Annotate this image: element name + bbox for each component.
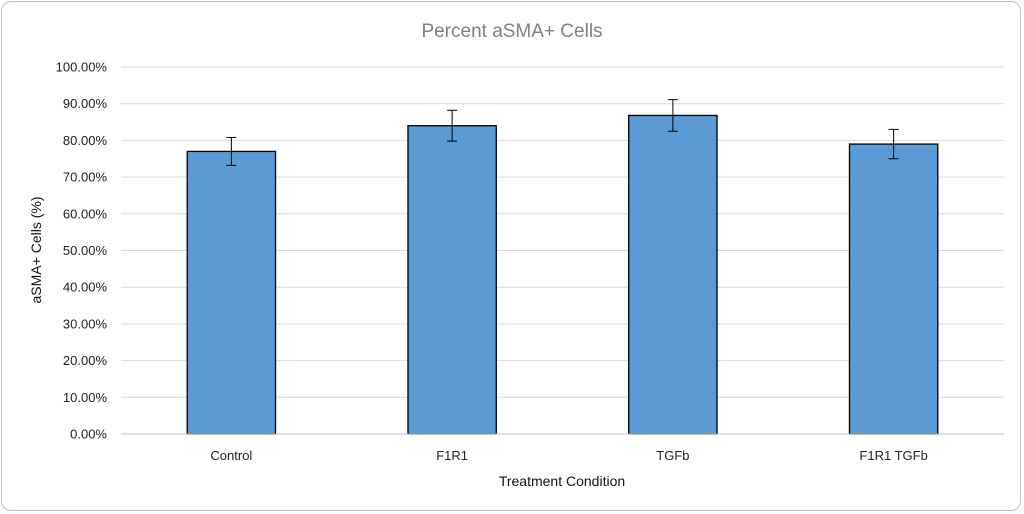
y-tick-label: 20.00% — [63, 353, 108, 368]
x-tick-label: F1R1 — [436, 448, 468, 463]
bar — [848, 143, 939, 435]
y-tick-label: 70.00% — [63, 170, 108, 185]
y-tick-label: 40.00% — [63, 280, 108, 295]
bar — [628, 114, 718, 435]
bars — [186, 114, 939, 435]
y-axis-label: aSMA+ Cells (%) — [28, 197, 44, 304]
x-tick-label: Control — [210, 448, 252, 463]
y-axis-ticks: 0.00% 10.00% 20.00% 30.00% 40.00% 50.00% 60.00… — [56, 60, 108, 442]
x-tick-label: F1R1 TGFb — [859, 448, 927, 463]
x-tick-label: TGFb — [656, 448, 689, 463]
y-tick-label: 50.00% — [63, 243, 108, 258]
bar — [407, 125, 497, 435]
y-tick-label: 80.00% — [63, 133, 108, 148]
y-tick-label: 90.00% — [63, 96, 108, 111]
x-axis-label: Treatment Condition — [499, 473, 625, 489]
y-tick-label: 30.00% — [63, 316, 108, 331]
y-tick-label: 60.00% — [63, 206, 108, 221]
y-tick-label: 100.00% — [56, 60, 108, 75]
y-tick-label: 0.00% — [70, 427, 107, 442]
error-bars — [226, 99, 899, 166]
x-axis-ticks: Control F1R1 TGFb F1R1 TGFb — [210, 448, 927, 463]
y-tick-label: 10.00% — [63, 390, 108, 405]
chart-title: Percent aSMA+ Cells — [421, 21, 602, 42]
bar — [186, 150, 277, 435]
